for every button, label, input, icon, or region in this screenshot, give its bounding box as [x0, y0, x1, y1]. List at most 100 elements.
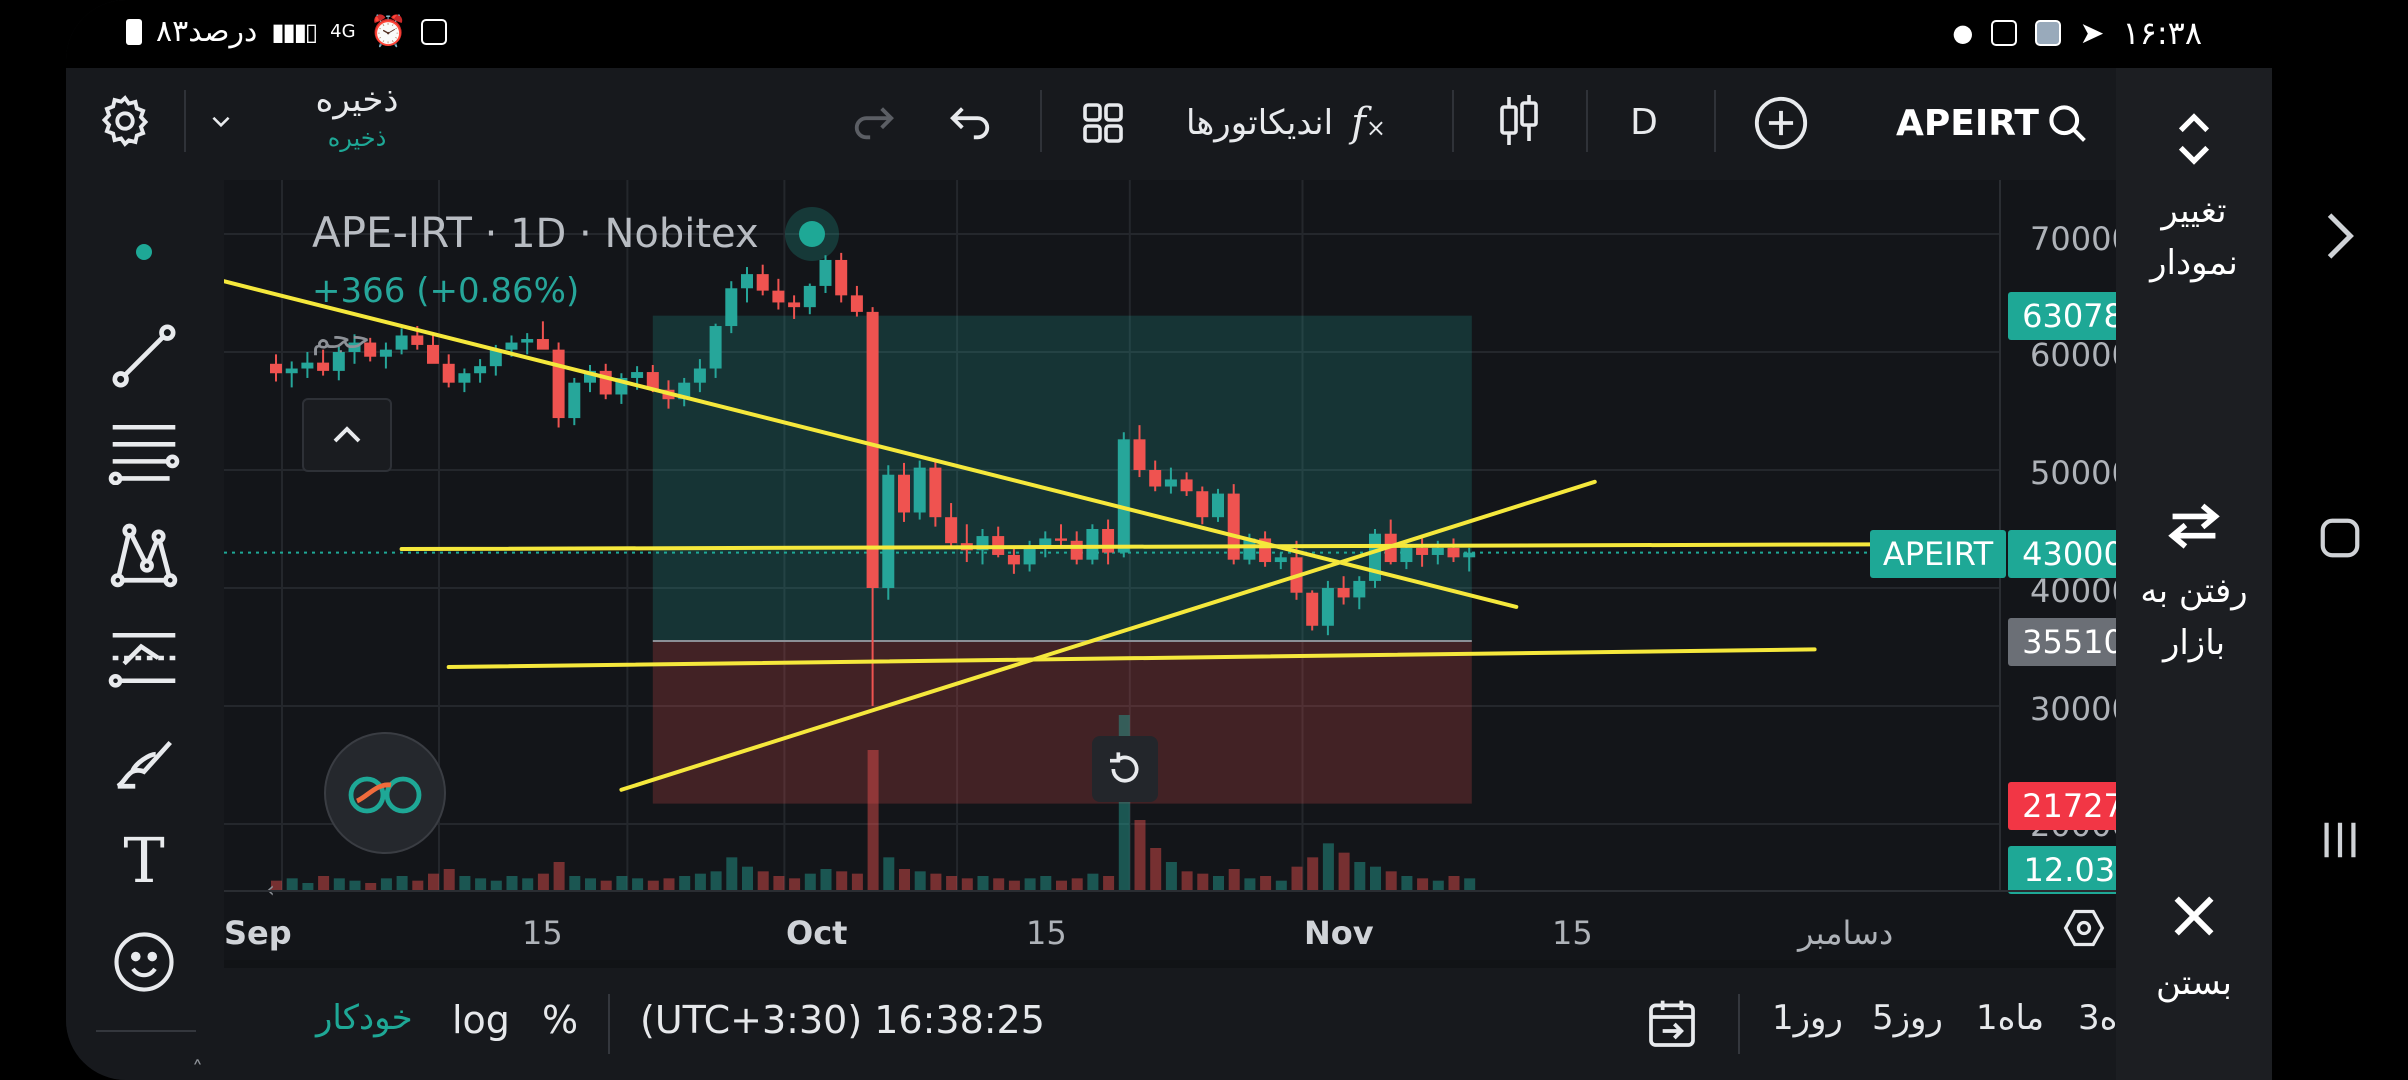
logo-button[interactable]: [324, 732, 446, 854]
auto-scale-toggle[interactable]: خودکار: [316, 998, 413, 1038]
prediction-tool[interactable]: [104, 618, 184, 698]
chevron-down-icon: [212, 116, 230, 128]
volume-bar: [1087, 873, 1099, 890]
volume-bar: [789, 878, 801, 890]
indicators-button[interactable]: اندیکاتورها f×: [1186, 92, 1486, 154]
candle-body: [521, 339, 534, 343]
volume-bar: [961, 878, 973, 890]
candle-body: [1463, 552, 1476, 558]
volume-bar: [930, 873, 942, 890]
layout-button[interactable]: [1068, 88, 1138, 158]
save-dropdown-button[interactable]: [196, 96, 246, 146]
volume-bar: [899, 869, 910, 890]
candle-body: [913, 467, 926, 513]
candle-body: [1337, 588, 1350, 598]
volume-bar: [1338, 852, 1350, 890]
text-tool[interactable]: T: [104, 820, 184, 900]
settings-button[interactable]: [90, 86, 160, 156]
log-scale-toggle[interactable]: log: [452, 998, 510, 1042]
add-symbol-button[interactable]: [1746, 88, 1816, 158]
percent-scale-toggle[interactable]: %: [542, 998, 579, 1042]
candle-body: [270, 363, 282, 374]
candle-body: [568, 382, 581, 419]
volume-bar: [1448, 876, 1460, 890]
trendline: [224, 279, 1519, 609]
volume-bar: [428, 873, 439, 890]
candle-body: [474, 366, 487, 374]
change-chart-button[interactable]: تغییر نمودار: [2116, 108, 2272, 289]
bottom-divider-left: [608, 994, 610, 1054]
range-1m[interactable]: 1ماه: [1976, 998, 2045, 1038]
alarm-icon: ⏰: [369, 14, 407, 49]
emoji-tool[interactable]: [104, 922, 184, 1002]
candle-body: [1353, 580, 1366, 598]
horizontal-lines-icon: [108, 424, 180, 485]
volume-bar: [333, 878, 345, 890]
volume-bar: [585, 878, 596, 890]
price-tick-70000: 70000: [2030, 220, 2132, 258]
volume-bar: [1322, 843, 1334, 890]
pattern-tool[interactable]: [104, 514, 184, 594]
brush-tool[interactable]: [104, 720, 184, 800]
candle-body: [1180, 479, 1193, 492]
interval-button[interactable]: D: [1614, 90, 1674, 154]
fib-tool[interactable]: [104, 410, 184, 490]
chart-pane[interactable]: APE-IRT · 1D · Nobitex +366 (+0.86%) حجم…: [224, 180, 2172, 960]
save-button[interactable]: ذخیره ذخیره: [292, 80, 422, 170]
time-label-dec: دسامبر: [1798, 914, 1894, 952]
hexagon-settings-icon: [2063, 909, 2105, 947]
volume-bar: [459, 876, 471, 890]
status-bar: ۸۳درصد ▮▮▮▯ 4G ⏰ ● ➤ ۱۶:۳۸: [66, 0, 2272, 68]
live-indicator: [798, 221, 825, 247]
bottom-scroll-up[interactable]: ˄: [192, 1058, 203, 1080]
range-5d[interactable]: 5روز: [1872, 998, 1943, 1038]
axis-settings-button[interactable]: [2062, 906, 2112, 956]
candle-body: [646, 372, 659, 390]
go-to-market-button[interactable]: رفتن به بازار: [2116, 500, 2272, 669]
grid-layout-icon: [1083, 103, 1123, 143]
function-icon: f×: [1351, 100, 1387, 146]
replay-button[interactable]: [1092, 736, 1158, 802]
candle-body: [631, 372, 644, 378]
volume-bar: [1464, 878, 1476, 890]
volume-bar: [679, 876, 691, 890]
indicators-label: اندیکاتورها: [1186, 103, 1334, 143]
nav-home-button[interactable]: [2312, 510, 2368, 566]
price-chart[interactable]: [224, 180, 2116, 960]
range-1d[interactable]: 1روز: [1772, 998, 1843, 1038]
candle-body: [1321, 588, 1334, 626]
close-button[interactable]: بستن: [2116, 890, 2272, 1009]
save-sublabel: ذخیره: [327, 124, 387, 152]
volume-bar: [1417, 878, 1429, 890]
volume-bar: [490, 880, 502, 890]
volume-bar: [1181, 871, 1193, 890]
candle-body: [898, 474, 910, 513]
volume-bar: [1118, 715, 1130, 890]
time-label-nov-15: 15: [1552, 914, 1593, 952]
candle-body: [756, 274, 769, 291]
trendline: [399, 542, 1880, 552]
clock-display[interactable]: (UTC+3:30) 16:38:25: [640, 998, 1045, 1042]
legend-symbol: APE-IRT: [312, 208, 472, 257]
undo-button[interactable]: [938, 90, 1002, 154]
trendline-tool[interactable]: [104, 316, 184, 396]
redo-button[interactable]: [842, 90, 906, 154]
candle-body: [348, 342, 361, 352]
go-to-date-button[interactable]: [1644, 996, 1704, 1056]
square-home-icon: [2320, 518, 2360, 558]
candle-body: [741, 274, 753, 289]
candle-body: [709, 326, 722, 369]
nav-back-button[interactable]: [2312, 208, 2368, 264]
candle-body: [552, 349, 565, 419]
chart-type-button[interactable]: [1484, 86, 1554, 156]
volume-bar: [1103, 876, 1115, 890]
symbol-search-button[interactable]: APEIRT: [1896, 92, 2106, 154]
volume-bar: [993, 878, 1005, 890]
volume-bar: [506, 876, 518, 890]
candle-body: [1212, 493, 1224, 518]
nav-recents-button[interactable]: [2312, 812, 2368, 868]
left-scroll-arrow[interactable]: ‹: [266, 878, 286, 908]
collapse-legend-button[interactable]: [302, 398, 392, 472]
close-icon: [2174, 896, 2214, 936]
candle-body: [301, 362, 314, 369]
